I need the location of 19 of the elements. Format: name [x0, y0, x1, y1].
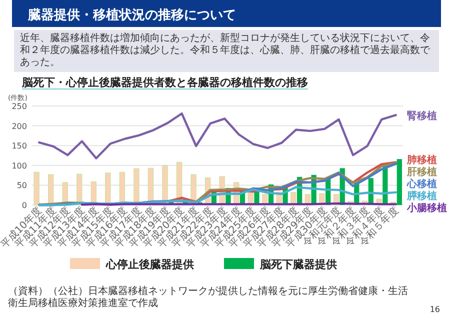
text: 近年、臓器移植件数は増加傾向にあったが、新型コロナが発生している状況下において、令和２年度の臓器移植件数は減少した。令和５年度は、心臓、肺、肝臓の移植で過去最高数であった。 — [14, 30, 439, 72]
series-label: 小腸移植 — [406, 202, 447, 214]
series-label: 肝移植 — [406, 166, 437, 178]
series-label: 心移植 — [406, 178, 437, 190]
y-tick-label: 250 — [12, 102, 27, 111]
y-tick-label: 200 — [12, 122, 27, 131]
series-label: 膵移植 — [406, 190, 437, 202]
series-label: 腎移植 — [407, 110, 437, 122]
y-tick-label: 50 — [16, 181, 27, 190]
y-tick-label: 0 — [22, 201, 27, 210]
legend-label: 心停止後臓器提供 — [105, 258, 194, 271]
text: （資料）（公社）日本臓器移植ネットワークが提供した情報を元に厚生労働省健康・生活衛生局移植医療対策推進室で作成 — [8, 286, 408, 310]
y-tick-label: 100 — [12, 161, 27, 170]
series-label: 肺移植 — [406, 154, 437, 166]
text: 16 — [430, 305, 440, 314]
chart-title: 臓器提供・移植状況の推移について — [27, 8, 236, 23]
legend-label: 脳死下臓器提供 — [259, 258, 337, 271]
y-tick-label: 150 — [12, 142, 27, 151]
chart-subtitle: 脳死下・心停止後臓器提供者数と各臓器の移植件数の推移 — [21, 76, 308, 89]
